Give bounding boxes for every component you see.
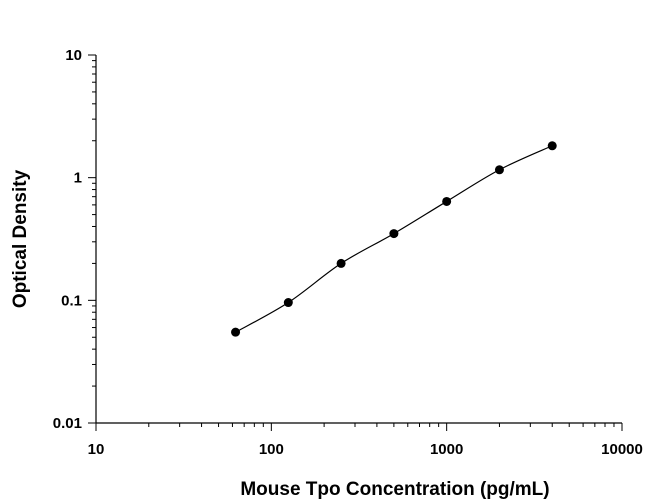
data-point — [547, 141, 557, 151]
data-point — [494, 165, 504, 175]
x-tick-label: 10 — [88, 441, 105, 458]
y-tick-label: 0.1 — [61, 292, 82, 309]
data-point — [283, 298, 293, 308]
data-points — [231, 141, 557, 337]
axes — [95, 55, 622, 424]
y-tick-label: 10 — [65, 47, 82, 64]
tick-labels: 10 100 1000 10000 0.01 0.1 1 10 — [53, 47, 643, 458]
x-tick-label: 100 — [259, 441, 284, 458]
data-point — [336, 258, 346, 268]
y-tick-label: 0.01 — [53, 415, 82, 432]
y-axis-title: Optical Density — [10, 169, 31, 308]
x-axis-title: Mouse Tpo Concentration (pg/mL) — [240, 479, 549, 500]
data-point — [389, 229, 399, 239]
fit-curve-line — [235, 145, 553, 333]
axis-ticks — [88, 54, 623, 431]
x-tick-label: 10000 — [601, 441, 643, 458]
data-point — [442, 196, 452, 206]
data-point — [231, 327, 241, 337]
y-tick-label: 1 — [74, 170, 82, 187]
x-tick-label: 1000 — [430, 441, 463, 458]
